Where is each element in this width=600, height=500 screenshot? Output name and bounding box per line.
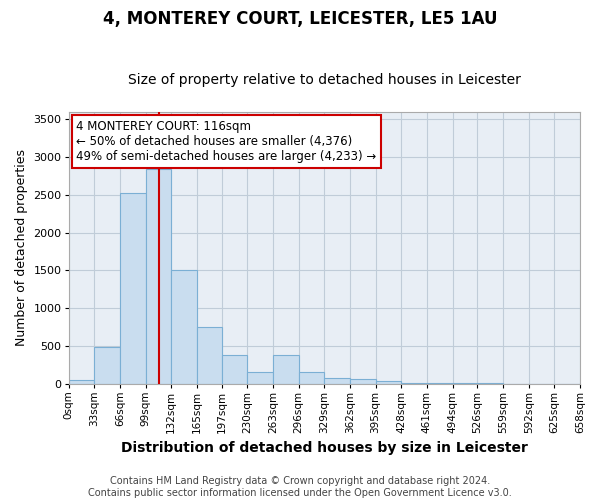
Text: Contains HM Land Registry data © Crown copyright and database right 2024.
Contai: Contains HM Land Registry data © Crown c… bbox=[88, 476, 512, 498]
Bar bbox=[350, 379, 376, 384]
Bar bbox=[376, 382, 401, 384]
Bar bbox=[94, 348, 120, 384]
Title: Size of property relative to detached houses in Leicester: Size of property relative to detached ho… bbox=[128, 73, 521, 87]
Bar bbox=[325, 378, 350, 384]
Bar bbox=[171, 270, 197, 384]
Text: 4 MONTEREY COURT: 116sqm
← 50% of detached houses are smaller (4,376)
49% of sem: 4 MONTEREY COURT: 116sqm ← 50% of detach… bbox=[76, 120, 377, 163]
Bar bbox=[197, 327, 222, 384]
Bar bbox=[146, 169, 171, 384]
Bar bbox=[247, 372, 273, 384]
Bar bbox=[401, 383, 427, 384]
Bar bbox=[299, 372, 325, 384]
X-axis label: Distribution of detached houses by size in Leicester: Distribution of detached houses by size … bbox=[121, 441, 528, 455]
Text: 4, MONTEREY COURT, LEICESTER, LE5 1AU: 4, MONTEREY COURT, LEICESTER, LE5 1AU bbox=[103, 10, 497, 28]
Y-axis label: Number of detached properties: Number of detached properties bbox=[15, 149, 28, 346]
Bar bbox=[273, 355, 299, 384]
Bar bbox=[68, 380, 94, 384]
Bar bbox=[120, 192, 146, 384]
Bar bbox=[222, 356, 247, 384]
